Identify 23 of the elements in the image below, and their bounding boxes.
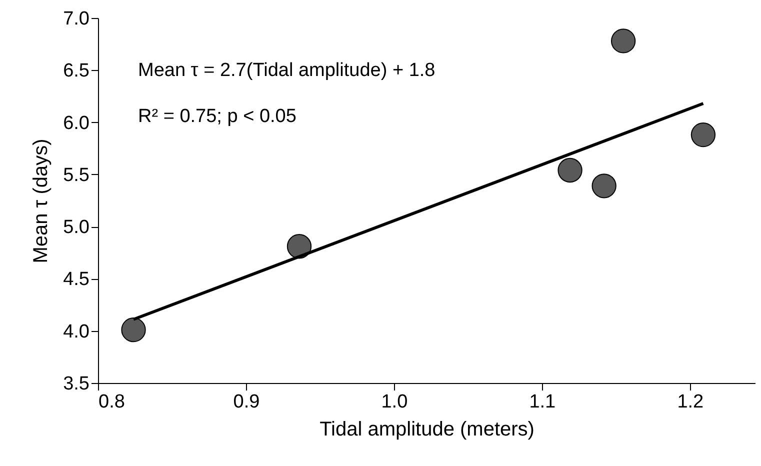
- y-tick-label: 4.0: [63, 321, 90, 342]
- y-tick-label: 7.0: [63, 8, 90, 30]
- point: [592, 174, 616, 198]
- y-tick-label: 6.0: [63, 112, 90, 134]
- y-tick-label: 5.5: [63, 164, 90, 186]
- x-tick-label: 1.2: [677, 392, 704, 412]
- x-tick-label: 0.8: [98, 392, 125, 412]
- point: [558, 158, 582, 183]
- point: [690, 122, 716, 148]
- y-tick-label: 3.5: [63, 374, 90, 394]
- y-axis-title: Mean τ (days): [30, 138, 52, 264]
- y-tick-label: 4.5: [63, 269, 90, 290]
- point: [286, 234, 312, 259]
- x-tick-label: 1.0: [381, 392, 408, 412]
- point: [610, 28, 636, 54]
- x-tick-label: 0.9: [233, 392, 260, 412]
- annotation: R² = 0.75; p < 0.05: [138, 106, 296, 127]
- annotation: Mean τ = 2.7(Tidal amplitude) + 1.8: [138, 60, 436, 81]
- y-tick-label: 5.0: [63, 217, 90, 238]
- y-tick-label: 6.5: [63, 60, 90, 82]
- point: [121, 318, 146, 342]
- x-axis-title: Tidal amplitude (meters): [320, 418, 534, 440]
- x-tick-label: 1.1: [529, 392, 556, 412]
